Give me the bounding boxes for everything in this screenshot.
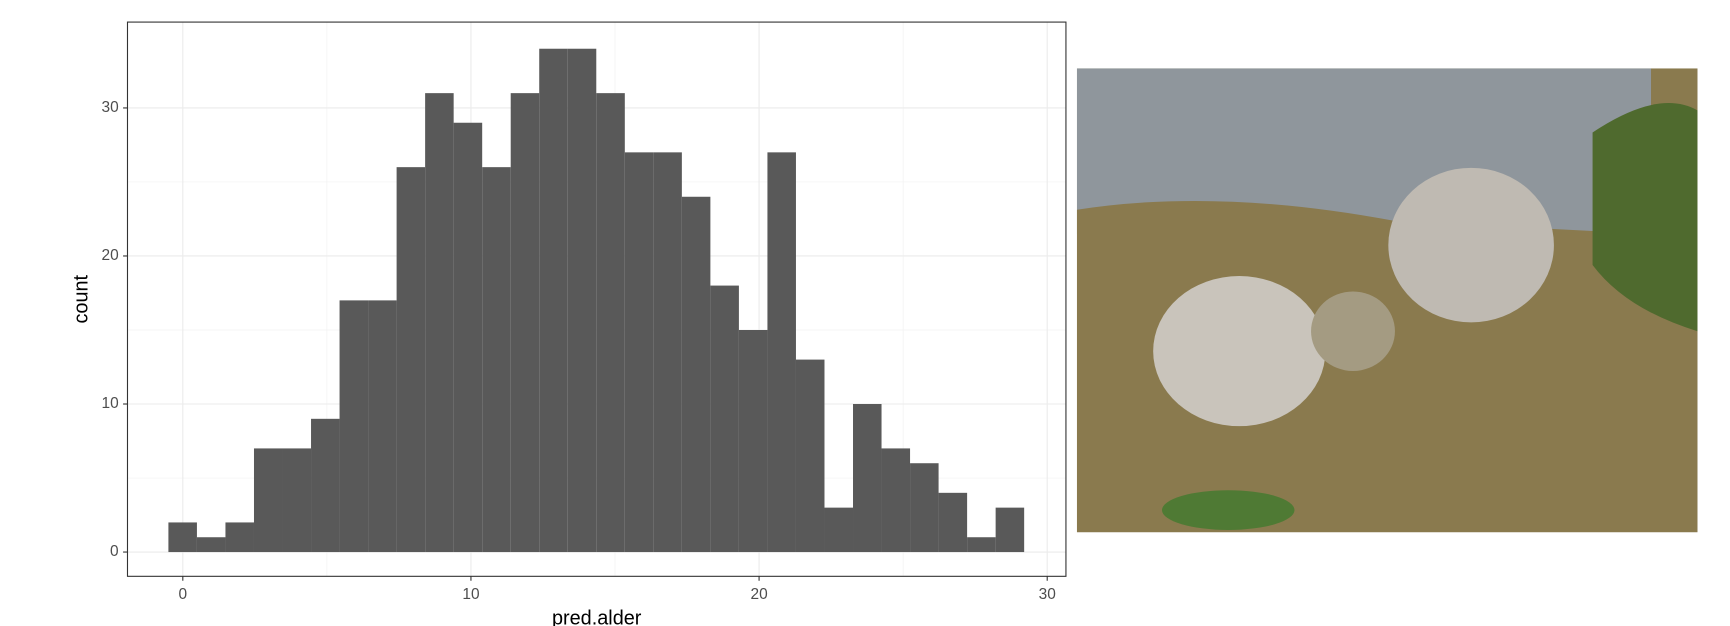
bar [311, 419, 340, 552]
bar [739, 330, 768, 552]
bar [168, 522, 197, 552]
bar [710, 286, 739, 552]
x-axis-title: pred.alder [552, 608, 642, 626]
y-tick-label: 0 [110, 543, 119, 560]
bar [511, 93, 540, 552]
y-axis-title: count [70, 274, 92, 323]
page: {"chart_data": {"type": "histogram", "x_… [0, 0, 1730, 626]
bar [939, 493, 968, 552]
bar [283, 448, 312, 552]
photo [1077, 68, 1697, 532]
bar [454, 123, 483, 552]
bar [824, 508, 853, 552]
y-tick-label: 10 [101, 395, 118, 412]
bar [254, 448, 283, 552]
bar [482, 167, 511, 552]
bar [225, 522, 254, 552]
bar [767, 152, 796, 552]
bar [596, 93, 625, 552]
bar [197, 537, 226, 552]
bar [568, 49, 597, 552]
bar [853, 404, 882, 552]
bar [539, 49, 568, 552]
bar [625, 152, 654, 552]
chart: 0 10 20 30 0 10 20 30 pred.alder count [0, 0, 1730, 626]
x-tick-label: 10 [462, 586, 479, 603]
bar [882, 448, 911, 552]
y-tick-label: 20 [101, 247, 118, 264]
x-tick-label: 20 [750, 586, 767, 603]
bar [368, 300, 397, 552]
x-tick-label: 30 [1039, 586, 1056, 603]
x-tick-label: 0 [179, 586, 188, 603]
bar [682, 197, 711, 552]
bar [967, 537, 996, 552]
bar [996, 508, 1025, 552]
bar [425, 93, 454, 552]
bar [796, 360, 825, 552]
bar [653, 152, 682, 552]
bar [910, 463, 939, 552]
bar [397, 167, 426, 552]
y-tick-label: 30 [101, 99, 118, 116]
bar [340, 300, 369, 552]
